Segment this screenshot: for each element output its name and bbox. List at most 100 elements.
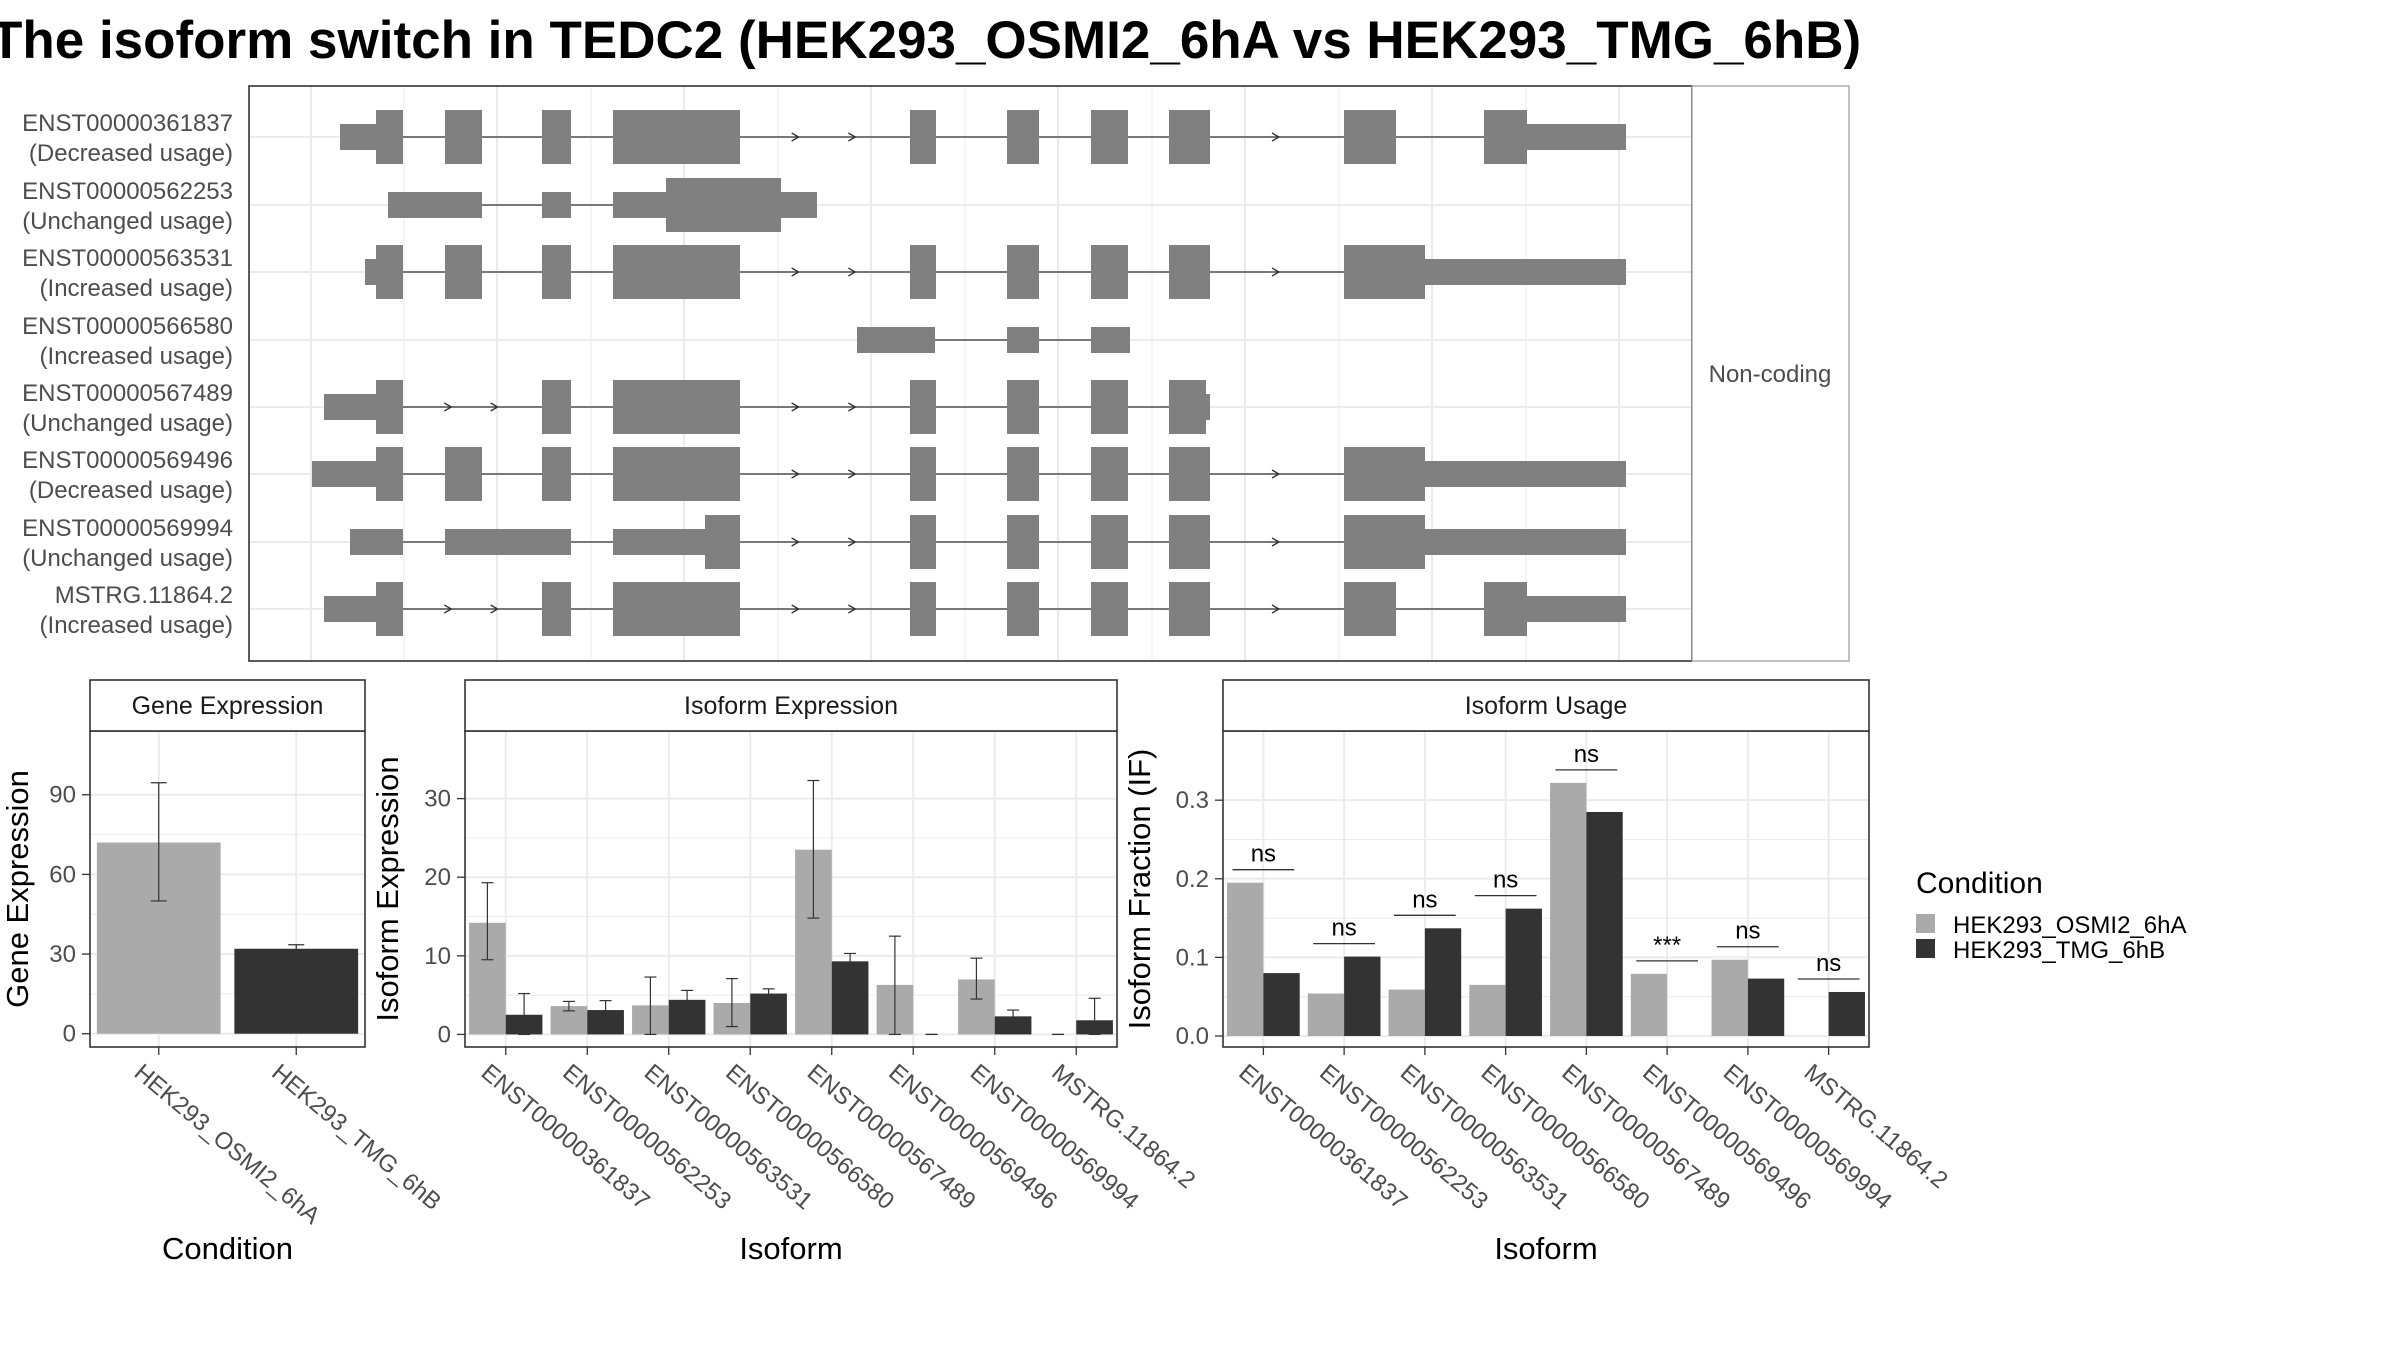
strand-arrow	[791, 469, 800, 479]
bar-condition-1	[1550, 782, 1587, 1036]
gene-expression-panel: Gene Expression0306090HEK293_OSMI2_6hAHE…	[0, 679, 446, 1266]
exon-block	[1091, 515, 1128, 569]
x-axis-title: Condition	[162, 1231, 293, 1266]
bar-condition-2	[1344, 956, 1381, 1036]
exon-block	[1344, 447, 1425, 501]
isoform-expression-panel: Isoform Expression0102030ENST00000361837…	[370, 679, 1200, 1266]
exon-block	[1344, 582, 1396, 636]
y-tick-label: 20	[424, 864, 451, 891]
strand-arrow	[444, 402, 453, 412]
exon-block	[365, 259, 376, 285]
y-tick-label: 0.3	[1176, 787, 1209, 814]
exon-block	[1007, 380, 1039, 434]
transcript-models	[312, 110, 1626, 636]
strand-arrow	[848, 267, 857, 277]
exon-block	[445, 529, 571, 555]
exon-block	[350, 529, 403, 555]
significance-label: ns	[1735, 918, 1760, 945]
exon-block	[376, 380, 403, 434]
transcript-id-label: ENST00000562253	[22, 178, 233, 205]
strand-arrow	[791, 132, 800, 142]
exon-block	[613, 245, 740, 299]
transcript-model	[312, 447, 1626, 501]
panel-background	[465, 731, 1117, 1047]
strand-arrow	[848, 402, 857, 412]
exon-block	[340, 124, 376, 150]
figure-title: The isoform switch in TEDC2 (HEK293_OSMI…	[0, 11, 1861, 70]
exon-block	[1527, 596, 1626, 622]
exon-block	[613, 529, 705, 555]
exon-block	[1091, 327, 1130, 353]
y-tick-label: 90	[49, 782, 76, 809]
exon-block	[542, 447, 571, 501]
legend-label-condition-1: HEK293_OSMI2_6hA	[1953, 912, 2186, 939]
exon-block	[1527, 124, 1626, 150]
y-tick-label: 30	[424, 786, 451, 813]
panel-strip-title: Isoform Usage	[1465, 692, 1628, 720]
legend: Condition HEK293_OSMI2_6hA HEK293_TMG_6h…	[1916, 867, 2186, 964]
exon-block	[1169, 515, 1210, 569]
bar-condition-2	[1586, 811, 1623, 1036]
exon-block	[376, 245, 403, 299]
strip-label-noncoding: Non-coding	[1709, 361, 1832, 388]
y-axis-title: Isoform Fraction (IF)	[1122, 749, 1157, 1030]
exon-block	[1484, 582, 1527, 636]
transcript-model	[350, 515, 1626, 569]
bar	[234, 948, 359, 1034]
exon-block	[1091, 110, 1128, 164]
y-tick-label: 0	[438, 1021, 451, 1048]
y-tick-label: 0	[63, 1021, 76, 1048]
y-tick-label: 30	[49, 941, 76, 968]
significance-label: ***	[1653, 932, 1681, 959]
exon-block	[1007, 515, 1039, 569]
exon-block	[666, 178, 781, 232]
y-tick-label: 0.1	[1176, 944, 1209, 971]
significance-label: ns	[1816, 950, 1841, 977]
y-axis-title: Isoform Expression	[370, 756, 405, 1021]
exon-block	[1425, 259, 1626, 285]
transcript-id-label: ENST00000566580	[22, 313, 233, 340]
exon-block	[613, 110, 740, 164]
panel-strip	[1222, 679, 1870, 732]
exon-block	[445, 110, 482, 164]
exon-block	[857, 327, 935, 353]
significance-label: ns	[1574, 741, 1599, 768]
bar-condition-2	[994, 1016, 1032, 1035]
bar-condition-1	[1227, 882, 1264, 1036]
significance-label: ns	[1412, 886, 1437, 913]
exon-block	[542, 245, 571, 299]
exon-block	[910, 515, 936, 569]
exon-block	[1007, 447, 1039, 501]
transcript-status-label: (Decreased usage)	[29, 477, 233, 504]
transcript-model	[365, 245, 1626, 299]
exon-block	[1091, 245, 1128, 299]
exon-block	[910, 582, 936, 636]
bar-condition-2	[1505, 908, 1542, 1036]
legend-key-condition-2	[1916, 939, 1935, 958]
strand-arrow	[1271, 132, 1281, 142]
bar-condition-2	[1747, 978, 1785, 1036]
exon-block	[376, 110, 403, 164]
exon-block	[445, 245, 482, 299]
exon-block	[1091, 380, 1128, 434]
exon-block	[910, 245, 936, 299]
exon-block	[1484, 110, 1527, 164]
y-tick-label: 0.2	[1176, 866, 1209, 893]
exon-block	[1007, 245, 1039, 299]
exon-block	[1169, 582, 1210, 636]
exon-block	[613, 582, 740, 636]
transcript-status-label: (Increased usage)	[40, 275, 233, 302]
significance-label: ns	[1331, 915, 1356, 942]
panel-strip	[464, 679, 1118, 732]
transcript-model	[324, 380, 1210, 434]
strand-arrow	[444, 604, 453, 614]
exon-block	[376, 447, 403, 501]
isoform-usage-panel: ns ns ns ns ns *** ns ns Isoform Usage 0.0 0.1 0.2 0…	[1122, 679, 1953, 1266]
exon-block	[1169, 245, 1210, 299]
strand-arrow	[848, 469, 857, 479]
exon-block	[1169, 380, 1206, 434]
transcript-id-label: ENST00000569994	[22, 515, 233, 542]
strand-arrow	[490, 402, 499, 412]
transcript-status-label: (Decreased usage)	[29, 140, 233, 167]
